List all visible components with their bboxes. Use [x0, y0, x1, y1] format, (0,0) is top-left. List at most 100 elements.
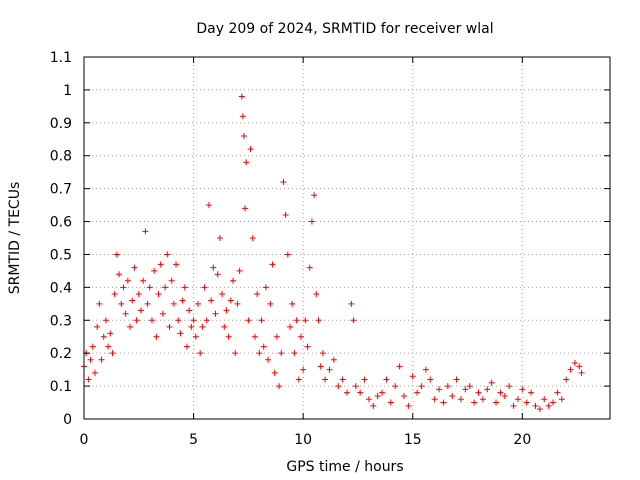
data-point: [457, 396, 464, 403]
data-point: [113, 251, 120, 258]
plot-frame: [83, 56, 611, 420]
y-tick-label: 0: [63, 412, 72, 428]
y-axis-label: SRMTID / TECUs: [7, 182, 23, 295]
data-point: [265, 356, 272, 363]
data-point: [302, 317, 309, 324]
data-point: [550, 399, 557, 406]
data-point: [94, 323, 101, 330]
y-tick-label: 0.2: [50, 346, 72, 362]
data-point: [311, 192, 318, 199]
data-point: [107, 330, 114, 337]
grid-lines: [84, 57, 610, 419]
data-point: [236, 267, 243, 274]
data-point: [131, 264, 138, 271]
data-point: [157, 261, 164, 268]
data-point: [269, 261, 276, 268]
data-point: [245, 317, 252, 324]
data-point: [322, 376, 329, 383]
data-point: [350, 317, 357, 324]
data-point: [405, 402, 412, 409]
data-point: [122, 310, 129, 317]
data-point: [571, 360, 578, 367]
data-point: [98, 356, 105, 363]
data-point: [205, 202, 212, 209]
data-points: [81, 93, 585, 413]
data-point: [387, 399, 394, 406]
data-point: [289, 300, 296, 307]
data-point: [523, 399, 530, 406]
data-point: [536, 406, 543, 413]
data-point: [370, 402, 377, 409]
data-point: [379, 389, 386, 396]
data-point: [361, 376, 368, 383]
data-point: [287, 323, 294, 330]
data-point: [352, 383, 359, 390]
data-point: [357, 389, 364, 396]
x-tick-label: 20: [513, 432, 531, 448]
data-point: [225, 333, 232, 340]
data-point: [427, 376, 434, 383]
data-point: [414, 389, 421, 396]
data-point: [87, 356, 94, 363]
data-point: [453, 376, 460, 383]
data-point: [291, 350, 298, 357]
data-point: [280, 179, 287, 186]
data-point: [120, 284, 127, 291]
data-point: [216, 235, 223, 241]
data-point: [203, 317, 210, 324]
x-tick-label: 10: [294, 432, 312, 448]
data-point: [271, 369, 278, 376]
data-point: [497, 389, 504, 396]
y-tick-label: 0.7: [50, 182, 72, 198]
data-point: [479, 396, 486, 403]
data-point: [400, 392, 407, 399]
data-point: [528, 389, 535, 396]
data-point: [510, 402, 517, 409]
data-point: [262, 284, 269, 291]
data-point: [221, 323, 228, 330]
data-point: [201, 284, 208, 291]
data-point: [109, 350, 116, 357]
x-axis-label: GPS time / hours: [286, 459, 403, 475]
y-tick-label: 1: [63, 83, 72, 99]
data-point: [127, 323, 134, 330]
data-point: [137, 307, 144, 314]
data-point: [105, 343, 112, 350]
data-point: [129, 297, 136, 304]
data-point: [392, 383, 399, 390]
data-point: [348, 300, 355, 307]
data-point: [273, 333, 280, 340]
data-point: [240, 132, 247, 139]
data-point: [576, 363, 583, 370]
data-point: [563, 376, 570, 383]
data-point: [254, 290, 261, 297]
data-point: [177, 330, 184, 337]
data-point: [133, 317, 140, 324]
data-point: [260, 343, 267, 350]
data-point: [230, 277, 237, 284]
data-point: [578, 369, 585, 376]
data-point: [192, 333, 199, 340]
data-point: [166, 323, 173, 330]
data-point: [111, 290, 118, 297]
data-point: [89, 343, 96, 350]
data-point: [146, 284, 153, 291]
data-point: [175, 317, 182, 324]
y-tick-label: 0.5: [50, 247, 72, 263]
data-point: [153, 333, 160, 340]
data-point: [96, 300, 103, 307]
data-point: [234, 300, 241, 307]
data-point: [144, 300, 151, 307]
axis-ticks: [83, 56, 610, 420]
data-point: [212, 310, 219, 317]
data-point: [545, 402, 552, 409]
x-tick-label: 0: [80, 432, 89, 448]
data-point: [462, 386, 469, 393]
data-point: [300, 366, 307, 373]
data-point: [396, 363, 403, 370]
y-tick-label: 1.1: [50, 50, 72, 66]
data-point: [308, 218, 315, 225]
data-point: [541, 396, 548, 403]
data-point: [164, 251, 171, 258]
data-point: [431, 396, 438, 403]
